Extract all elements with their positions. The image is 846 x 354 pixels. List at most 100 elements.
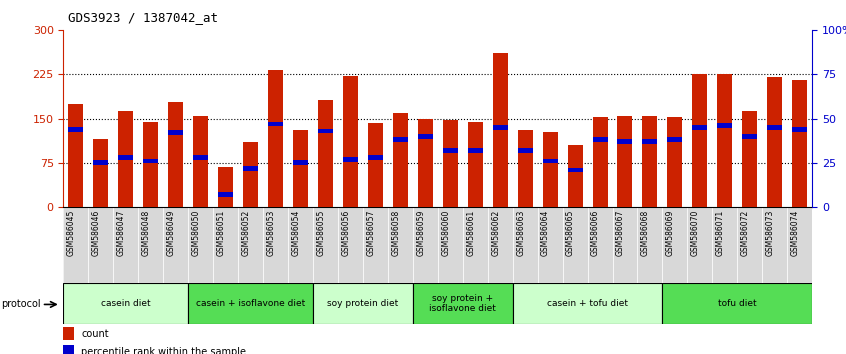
Bar (293, 130, 308, 207)
Bar (313, 207, 338, 283)
Bar (568, 145, 583, 207)
Bar (88, 207, 113, 283)
Bar (618, 139, 633, 144)
Text: GSM586069: GSM586069 (666, 209, 675, 256)
Text: GSM586055: GSM586055 (316, 209, 326, 256)
Bar (518, 148, 533, 153)
Bar (118, 111, 134, 207)
Bar (712, 207, 737, 283)
Bar (587, 207, 613, 283)
Bar (188, 207, 213, 283)
Bar (692, 125, 707, 130)
Bar (243, 166, 258, 171)
Bar (168, 130, 184, 135)
Bar (268, 70, 283, 207)
FancyBboxPatch shape (63, 283, 188, 324)
Bar (63, 207, 88, 283)
FancyBboxPatch shape (413, 283, 513, 324)
Text: GSM586052: GSM586052 (242, 209, 250, 256)
Bar (613, 207, 637, 283)
Bar (442, 148, 458, 153)
Bar (542, 159, 558, 164)
Bar (143, 121, 158, 207)
Bar (413, 207, 437, 283)
FancyBboxPatch shape (313, 283, 413, 324)
Bar (468, 148, 483, 153)
Text: casein diet: casein diet (101, 299, 151, 308)
Text: GSM586056: GSM586056 (342, 209, 350, 256)
Text: soy protein +
isoflavone diet: soy protein + isoflavone diet (429, 294, 497, 313)
Bar (687, 207, 712, 283)
Bar (717, 74, 733, 207)
Bar (418, 119, 433, 207)
Text: GSM586046: GSM586046 (92, 209, 101, 256)
Text: count: count (81, 329, 108, 339)
Bar (592, 137, 607, 142)
Bar (118, 155, 134, 160)
Bar (737, 207, 762, 283)
Text: GSM586064: GSM586064 (541, 209, 550, 256)
Bar (787, 207, 812, 283)
Bar (592, 118, 607, 207)
Bar (213, 207, 238, 283)
Text: GSM586065: GSM586065 (566, 209, 575, 256)
Text: soy protein diet: soy protein diet (327, 299, 398, 308)
Bar (618, 116, 633, 207)
Text: GSM586070: GSM586070 (691, 209, 700, 256)
FancyBboxPatch shape (513, 283, 662, 324)
Bar (93, 160, 108, 165)
Bar (193, 116, 208, 207)
Text: GSM586047: GSM586047 (117, 209, 126, 256)
Text: GSM586061: GSM586061 (466, 209, 475, 256)
Text: percentile rank within the sample: percentile rank within the sample (81, 347, 246, 354)
Text: GSM586051: GSM586051 (217, 209, 226, 256)
Bar (163, 207, 188, 283)
Bar (463, 207, 487, 283)
Bar (138, 207, 163, 283)
Bar (63, 345, 74, 354)
Bar (538, 207, 563, 283)
Text: GSM586058: GSM586058 (392, 209, 400, 256)
Text: protocol: protocol (1, 298, 41, 309)
Bar (193, 155, 208, 160)
Bar (368, 123, 383, 207)
Bar (792, 127, 807, 132)
Bar (437, 207, 463, 283)
Bar (69, 127, 84, 132)
Text: GSM586050: GSM586050 (192, 209, 201, 256)
Bar (69, 104, 84, 207)
Bar (767, 77, 783, 207)
Bar (387, 207, 413, 283)
Bar (667, 117, 683, 207)
Bar (568, 167, 583, 172)
Text: GSM586062: GSM586062 (492, 209, 500, 256)
Bar (288, 207, 313, 283)
Bar (143, 159, 158, 164)
Text: GSM586067: GSM586067 (616, 209, 625, 256)
Bar (742, 134, 757, 139)
Bar (492, 52, 508, 207)
Text: GSM586071: GSM586071 (716, 209, 725, 256)
Bar (563, 207, 587, 283)
Text: GSM586074: GSM586074 (791, 209, 799, 256)
Bar (218, 192, 233, 197)
Bar (642, 139, 657, 144)
Bar (393, 113, 408, 207)
Text: GSM586072: GSM586072 (741, 209, 750, 256)
Bar (363, 207, 387, 283)
Bar (468, 121, 483, 207)
Text: GSM586066: GSM586066 (591, 209, 600, 256)
Bar (442, 120, 458, 207)
Bar (168, 102, 184, 207)
Text: casein + isoflavone diet: casein + isoflavone diet (196, 299, 305, 308)
Bar (318, 129, 333, 133)
Bar (263, 207, 288, 283)
Bar (418, 134, 433, 139)
Text: GSM586060: GSM586060 (442, 209, 450, 256)
Bar (343, 76, 358, 207)
Bar (487, 207, 513, 283)
Text: GSM586057: GSM586057 (366, 209, 376, 256)
Bar (692, 74, 707, 207)
Bar (393, 137, 408, 142)
Bar (343, 157, 358, 162)
